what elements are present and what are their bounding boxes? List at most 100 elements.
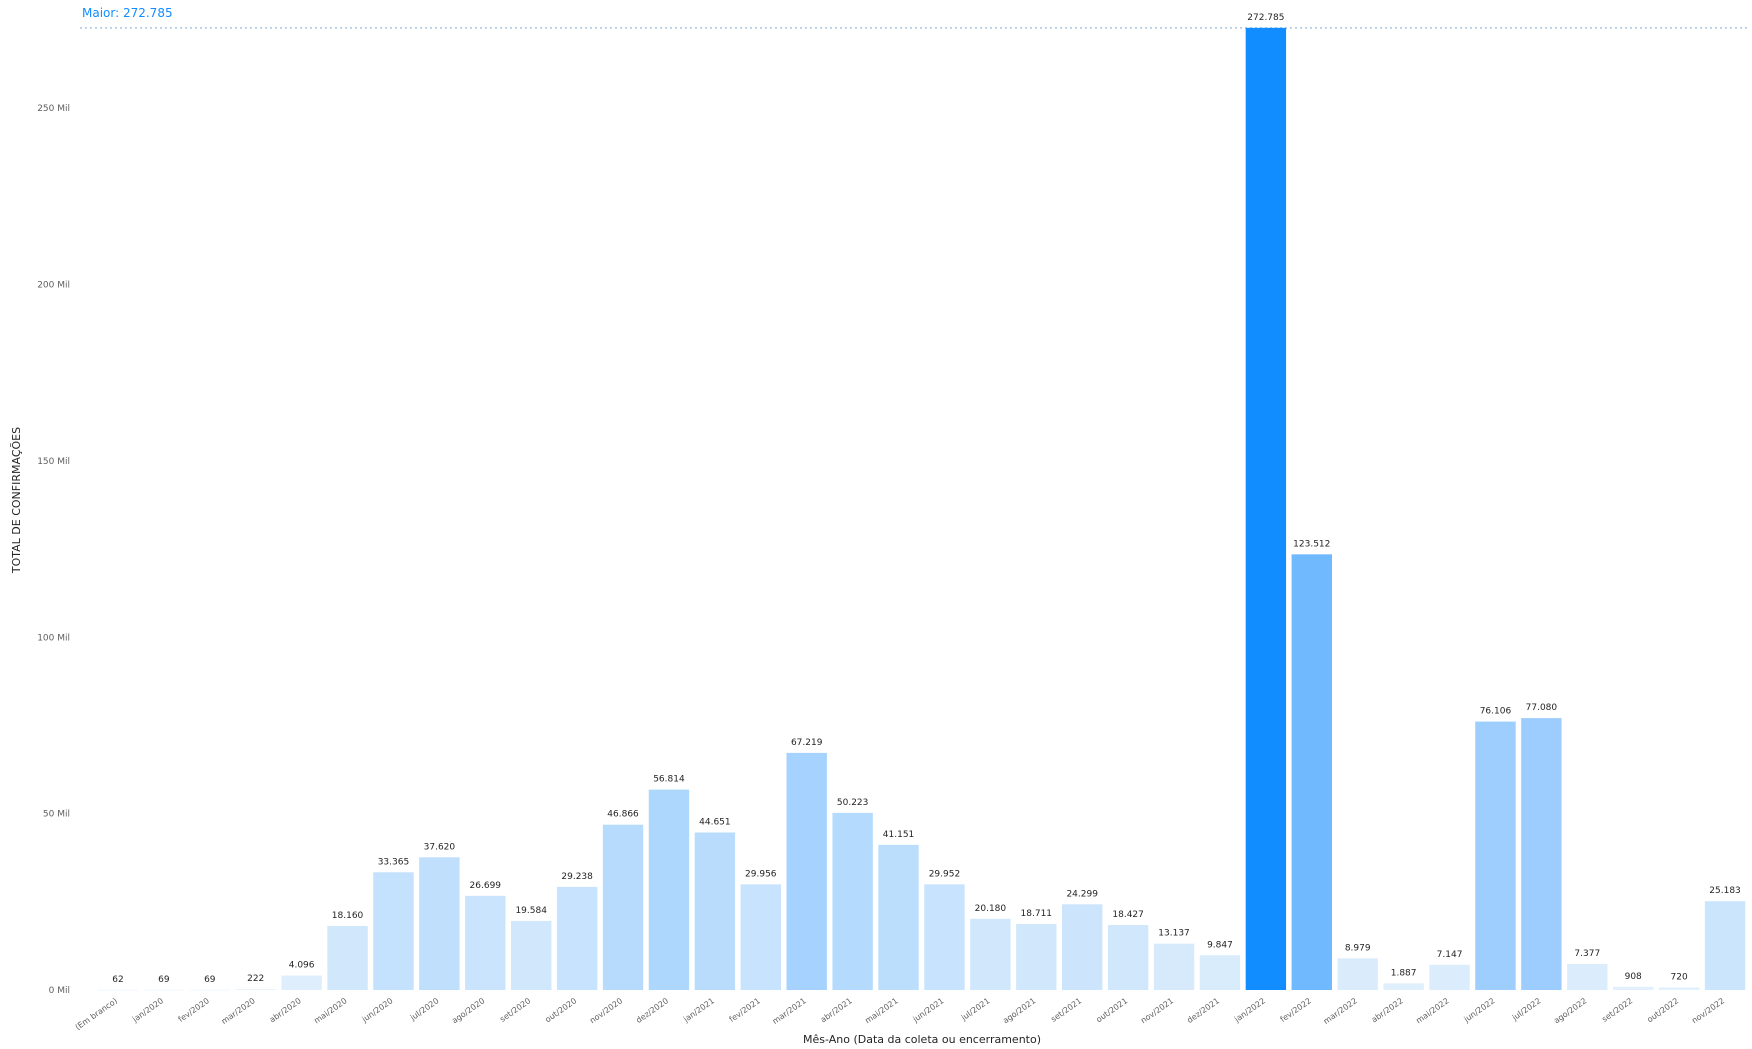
bar-dez-2020[interactable]: [648, 789, 690, 990]
data-label-30: 76.106: [1480, 707, 1512, 717]
x-tick-label-28: abr/2022: [1370, 996, 1405, 1024]
y-tick-label-4: 200 Mil: [37, 281, 70, 291]
data-label-3: 222: [247, 974, 264, 984]
x-tick-label-1: jan/2020: [130, 996, 165, 1024]
data-labels: 62 69 69 222 4.096 18.160 33.365 37.620 26.699 19…: [112, 13, 1741, 985]
bar-fev-2021[interactable]: [740, 884, 781, 990]
data-label-23: 13.137: [1158, 929, 1190, 939]
x-tick-label-34: out/2022: [1645, 996, 1680, 1024]
x-tick-label-35: nov/2022: [1690, 996, 1726, 1025]
x-tick-label-21: set/2021: [1049, 996, 1083, 1024]
x-tick-label-6: jun/2020: [360, 996, 395, 1024]
bar-jun-2022[interactable]: [1475, 721, 1516, 990]
bar-set-2021[interactable]: [1062, 904, 1103, 990]
bar-mai-2021[interactable]: [878, 844, 919, 990]
x-tick-label-19: jul/2021: [959, 996, 992, 1023]
bar-ago-2020[interactable]: [465, 895, 506, 990]
data-label-19: 20.180: [975, 904, 1007, 914]
data-label-28: 1.887: [1391, 968, 1417, 978]
data-label-20: 18.711: [1021, 909, 1053, 919]
data-label-6: 33.365: [378, 857, 410, 867]
data-label-7: 37.620: [424, 842, 456, 852]
bar-jan-2022[interactable]: [1245, 27, 1287, 990]
data-label-1: 69: [158, 975, 170, 985]
data-label-5: 18.160: [332, 911, 364, 921]
data-label-27: 8.979: [1345, 943, 1371, 953]
bar-out-2020[interactable]: [556, 886, 598, 990]
x-tick-label-8: ago/2020: [450, 996, 486, 1025]
data-label-21: 24.299: [1066, 889, 1098, 899]
data-label-18: 29.952: [929, 869, 961, 879]
bar-mar-2020[interactable]: [235, 989, 276, 990]
bar-abr-2020[interactable]: [281, 975, 322, 990]
x-tick-label-11: nov/2020: [588, 996, 624, 1025]
bar-nov-2022[interactable]: [1704, 901, 1746, 990]
y-tick-label-2: 100 Mil: [37, 633, 70, 643]
bar-set-2020[interactable]: [511, 920, 552, 990]
bar-out-2022[interactable]: [1658, 987, 1700, 990]
x-tick-label-20: ago/2021: [1001, 996, 1037, 1025]
bar-jun-2020[interactable]: [373, 872, 414, 990]
bar-jan-2021[interactable]: [694, 832, 736, 990]
x-tick-label-30: jun/2022: [1462, 996, 1497, 1024]
bar-ago-2021[interactable]: [1016, 924, 1057, 990]
y-axis-title: TOTAL DE CONFIRMAÇÕES: [10, 427, 23, 574]
bar-jun-2021[interactable]: [924, 884, 965, 990]
bar-jul-2022[interactable]: [1521, 718, 1562, 990]
data-label-14: 29.956: [745, 869, 777, 879]
data-label-15: 67.219: [791, 738, 823, 748]
y-tick-label-0: 0 Mil: [49, 986, 70, 996]
x-tick-label-4: abr/2020: [268, 996, 303, 1024]
x-tick-label-5: mai/2020: [312, 996, 348, 1025]
bar-fev-2022[interactable]: [1291, 554, 1332, 990]
data-label-35: 25.183: [1709, 886, 1741, 896]
bar-jul-2020[interactable]: [419, 857, 460, 990]
bar-fev-2020[interactable]: [189, 989, 230, 991]
data-label-24: 9.847: [1207, 940, 1233, 950]
data-label-11: 46.866: [607, 810, 639, 820]
bar-mai-2022[interactable]: [1429, 964, 1470, 990]
data-label-17: 41.151: [883, 830, 915, 840]
data-label-0: 62: [112, 975, 123, 985]
bar-mai-2020[interactable]: [327, 925, 368, 990]
bar-dez-2021[interactable]: [1199, 955, 1241, 990]
bar-mar-2021[interactable]: [786, 752, 827, 990]
data-label-29: 7.147: [1437, 950, 1463, 960]
x-tick-label-7: jul/2020: [408, 996, 441, 1023]
bar-nov-2020[interactable]: [602, 824, 644, 990]
data-label-32: 7.377: [1574, 949, 1600, 959]
x-tick-label-27: mar/2022: [1322, 996, 1359, 1026]
x-tick-label-17: mai/2021: [863, 996, 899, 1025]
y-tick-label-3: 150 Mil: [37, 457, 70, 467]
x-tick-label-33: set/2022: [1600, 996, 1634, 1024]
x-tick-label-25: jan/2022: [1232, 996, 1267, 1024]
bar-mar-2022[interactable]: [1337, 958, 1378, 990]
bar-set-2022[interactable]: [1613, 986, 1654, 990]
max-reference-label: Maior: 272.785: [82, 6, 173, 20]
x-tick-label-14: fev/2021: [728, 996, 762, 1024]
data-label-8: 26.699: [470, 881, 502, 891]
bar-ago-2022[interactable]: [1567, 963, 1608, 990]
y-tick-label-5: 250 Mil: [37, 104, 70, 114]
x-tick-label-13: jan/2021: [681, 996, 716, 1024]
x-tick-label-12: dez/2020: [634, 996, 670, 1025]
bar-nov-2021[interactable]: [1153, 943, 1195, 990]
x-tick-label-26: fev/2022: [1279, 996, 1313, 1024]
bar-jan-2020[interactable]: [143, 989, 185, 991]
bar-abr-2022[interactable]: [1383, 983, 1424, 990]
x-axis-title: Mês-Ano (Data da coleta ou encerramento): [803, 1033, 1041, 1046]
x-tick-label-23: nov/2021: [1139, 996, 1175, 1025]
x-tick-label-3: mar/2020: [220, 996, 257, 1026]
x-tick-label-22: out/2021: [1094, 996, 1129, 1024]
x-tick-label-0: (Em branco): [74, 996, 120, 1032]
bar--em-branco-[interactable]: [97, 989, 139, 991]
data-label-22: 18.427: [1112, 910, 1144, 920]
bar-abr-2021[interactable]: [832, 812, 873, 990]
bar-jul-2021[interactable]: [970, 918, 1011, 990]
data-label-25: 272.785: [1247, 13, 1284, 23]
bar-out-2021[interactable]: [1107, 925, 1149, 990]
x-tick-label-32: ago/2022: [1552, 996, 1588, 1025]
data-label-9: 19.584: [515, 906, 547, 916]
data-label-10: 29.238: [561, 872, 593, 882]
bars[interactable]: [97, 27, 1746, 991]
